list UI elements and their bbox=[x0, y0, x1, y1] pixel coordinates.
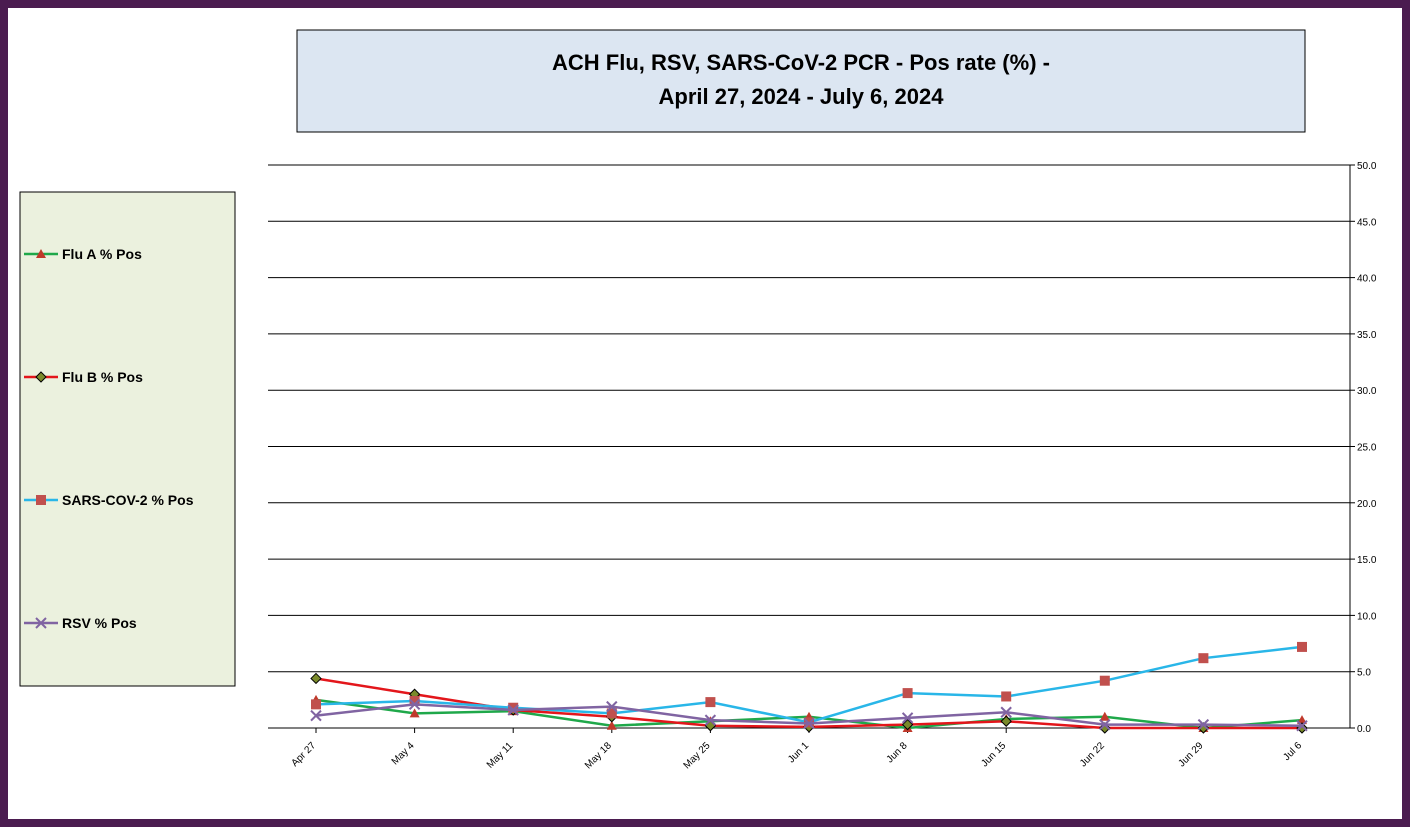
data-point bbox=[901, 718, 914, 731]
legend-label: RSV % Pos bbox=[62, 615, 137, 631]
data-point bbox=[310, 672, 322, 685]
data-point bbox=[1000, 715, 1012, 727]
data-point bbox=[508, 702, 519, 713]
y-tick-label: 10.0 bbox=[1357, 611, 1377, 622]
legend-label: Flu A % Pos bbox=[62, 246, 142, 262]
data-point bbox=[310, 709, 322, 722]
x-tick-label: May 18 bbox=[583, 740, 614, 771]
data-point bbox=[1099, 718, 1111, 731]
data-point bbox=[1297, 641, 1307, 652]
data-point bbox=[606, 708, 617, 719]
data-point bbox=[408, 698, 421, 711]
data-point bbox=[1000, 706, 1012, 718]
x-tick-label: May 11 bbox=[485, 740, 516, 771]
y-tick-label: 20.0 bbox=[1357, 499, 1377, 510]
x-tick-label: Jun 8 bbox=[885, 740, 910, 765]
data-point bbox=[1099, 675, 1110, 686]
legend-label: Flu B % Pos bbox=[62, 369, 143, 385]
data-point bbox=[1001, 691, 1012, 702]
y-tick-label: 25.0 bbox=[1357, 443, 1377, 454]
data-point bbox=[1198, 653, 1209, 664]
legend-marker bbox=[36, 495, 46, 505]
y-tick-label: 50.0 bbox=[1357, 161, 1377, 172]
x-tick-label: Jun 22 bbox=[1078, 740, 1107, 769]
x-tick-label: Jun 29 bbox=[1177, 740, 1206, 769]
y-tick-label: 45.0 bbox=[1357, 217, 1377, 228]
data-point bbox=[606, 700, 618, 713]
data-point bbox=[704, 714, 717, 726]
x-tick-label: May 4 bbox=[390, 740, 417, 767]
data-point bbox=[705, 697, 716, 708]
data-point bbox=[902, 688, 913, 699]
y-tick-label: 30.0 bbox=[1357, 386, 1377, 397]
data-point bbox=[409, 695, 420, 706]
data-point bbox=[311, 699, 321, 710]
data-point bbox=[409, 708, 420, 718]
data-point bbox=[1099, 711, 1110, 721]
legend-label: SARS-COV-2 % Pos bbox=[62, 492, 194, 508]
title-box bbox=[296, 29, 1306, 133]
x-tick-label: Apr 27 bbox=[290, 740, 319, 769]
data-point bbox=[901, 712, 914, 724]
x-tick-label: May 25 bbox=[682, 740, 713, 771]
data-point bbox=[803, 717, 815, 730]
chart-subtitle: April 27, 2024 - July 6, 2024 bbox=[659, 84, 945, 109]
data-point bbox=[1296, 720, 1308, 732]
x-tick-label: Jun 1 bbox=[786, 740, 811, 765]
y-tick-label: 0.0 bbox=[1357, 724, 1371, 735]
legend-marker bbox=[36, 249, 46, 258]
chart-title: ACH Flu, RSV, SARS-CoV-2 PCR - Pos rate … bbox=[552, 50, 1050, 75]
legend-marker bbox=[35, 371, 47, 383]
data-point bbox=[507, 704, 519, 716]
x-tick-label: Jul 6 bbox=[1281, 740, 1304, 763]
x-tick-label: Jun 15 bbox=[979, 740, 1008, 769]
data-point bbox=[1197, 718, 1210, 731]
legend-marker bbox=[35, 617, 47, 629]
y-tick-label: 40.0 bbox=[1357, 274, 1377, 285]
data-point bbox=[606, 720, 617, 730]
y-tick-label: 35.0 bbox=[1357, 330, 1377, 341]
y-tick-label: 5.0 bbox=[1357, 668, 1371, 679]
y-tick-label: 15.0 bbox=[1357, 555, 1377, 566]
legend-box bbox=[19, 191, 236, 687]
